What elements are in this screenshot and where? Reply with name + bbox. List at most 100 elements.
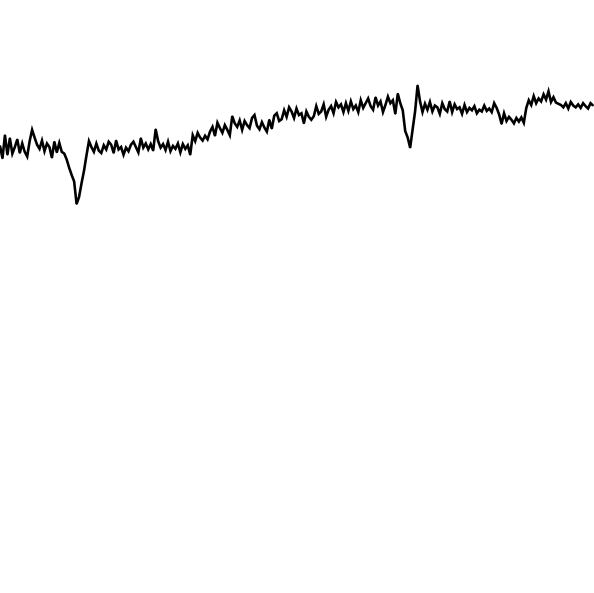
data-point	[414, 110, 416, 113]
data-point	[194, 140, 197, 143]
data-point	[246, 124, 248, 127]
data-point	[335, 101, 337, 103]
data-point	[117, 148, 120, 151]
data-point	[36, 143, 38, 146]
data-point	[31, 128, 34, 131]
data-point	[520, 116, 523, 119]
data-point	[189, 153, 192, 156]
data-point	[389, 102, 392, 105]
data-point	[483, 104, 486, 107]
data-point	[310, 118, 313, 121]
data-point	[238, 119, 241, 122]
data-point	[446, 110, 449, 113]
data-point	[28, 140, 31, 143]
data-point	[579, 107, 582, 109]
data-point	[236, 126, 239, 128]
data-point	[38, 147, 41, 150]
data-point	[147, 148, 150, 151]
data-point	[206, 138, 209, 141]
data-point	[263, 126, 266, 129]
data-point	[120, 146, 122, 148]
data-point	[387, 95, 389, 98]
data-point	[473, 105, 476, 108]
data-point	[431, 110, 434, 113]
data-point	[196, 131, 199, 134]
data-point	[268, 118, 271, 121]
data-point	[211, 126, 214, 128]
data-point	[307, 115, 310, 118]
data-point	[424, 102, 426, 105]
data-point	[181, 143, 184, 146]
data-point	[589, 102, 592, 105]
data-point	[125, 146, 127, 149]
data-point	[421, 111, 424, 113]
data-point	[295, 107, 298, 110]
data-point	[587, 107, 589, 110]
data-point	[265, 130, 268, 133]
data-point	[157, 140, 160, 143]
data-point	[4, 134, 6, 137]
data-point	[517, 120, 520, 123]
data-point	[209, 130, 211, 133]
data-point	[515, 117, 518, 119]
data-point	[70, 174, 73, 176]
data-point	[419, 100, 421, 103]
data-point	[488, 107, 491, 110]
data-point	[347, 109, 350, 112]
data-point	[562, 106, 565, 109]
data-point	[290, 110, 293, 113]
data-point	[458, 106, 461, 109]
data-point	[349, 100, 352, 103]
data-point	[436, 106, 439, 109]
data-point	[139, 137, 142, 140]
data-point	[127, 150, 130, 153]
data-point	[6, 153, 9, 156]
data-point	[337, 106, 340, 109]
data-point	[379, 100, 382, 103]
data-point	[130, 143, 132, 146]
data-point	[505, 120, 508, 122]
data-point	[369, 105, 372, 108]
data-point	[525, 107, 528, 109]
data-point	[48, 146, 51, 148]
data-point	[540, 100, 543, 103]
data-point	[55, 151, 58, 154]
data-point	[345, 102, 347, 105]
data-point	[453, 103, 456, 106]
data-point	[149, 143, 152, 146]
data-point	[11, 152, 14, 155]
data-point	[577, 103, 580, 106]
data-point	[164, 149, 167, 151]
data-point	[23, 150, 26, 153]
data-point	[475, 112, 478, 115]
data-point	[567, 107, 570, 110]
data-point	[463, 104, 466, 106]
data-point	[135, 146, 137, 148]
data-point	[137, 151, 140, 154]
data-point	[396, 92, 399, 95]
data-point	[433, 104, 436, 107]
series-layer	[0, 84, 594, 205]
data-point	[456, 108, 458, 111]
data-point	[535, 102, 538, 105]
data-point	[256, 124, 258, 127]
data-point	[204, 134, 206, 137]
data-point	[115, 139, 118, 142]
data-point	[162, 143, 164, 146]
data-point	[179, 151, 182, 154]
data-point	[172, 144, 174, 147]
data-point	[275, 112, 278, 115]
data-point	[315, 105, 318, 108]
data-point	[105, 148, 108, 151]
data-point	[293, 117, 295, 119]
data-point	[80, 182, 83, 185]
data-point	[33, 136, 36, 139]
data-point	[552, 96, 555, 99]
data-point	[159, 146, 162, 149]
data-point	[582, 102, 585, 105]
data-point	[527, 99, 530, 102]
series-points	[0, 84, 594, 205]
data-point	[102, 144, 105, 147]
data-point	[404, 130, 407, 132]
data-point	[574, 106, 577, 109]
